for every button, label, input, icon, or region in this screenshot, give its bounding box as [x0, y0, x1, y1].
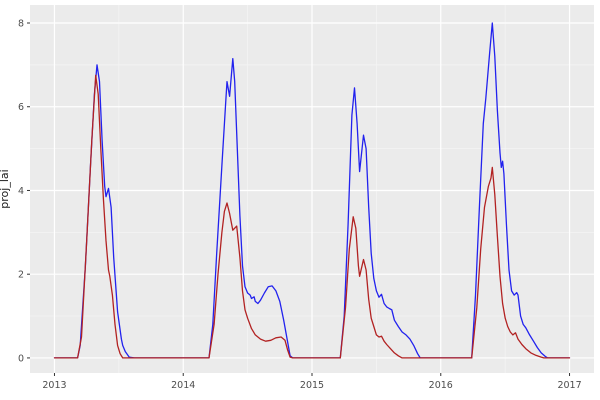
- x-tick-label: 2016: [429, 380, 453, 391]
- y-tick-label: 2: [18, 270, 24, 281]
- y-tick-label: 8: [18, 19, 24, 30]
- x-tick-label: 2017: [557, 380, 581, 391]
- x-tick-label: 2014: [171, 380, 195, 391]
- y-tick-label: 0: [18, 353, 24, 364]
- y-axis-title: proj_lai: [0, 169, 11, 209]
- y-tick-label: 6: [18, 102, 24, 113]
- x-tick-label: 2013: [42, 380, 66, 391]
- x-tick-label: 2015: [300, 380, 324, 391]
- series-blue_line: [53, 22, 571, 359]
- series-red_line: [53, 74, 571, 359]
- y-tick-label: 4: [18, 186, 24, 197]
